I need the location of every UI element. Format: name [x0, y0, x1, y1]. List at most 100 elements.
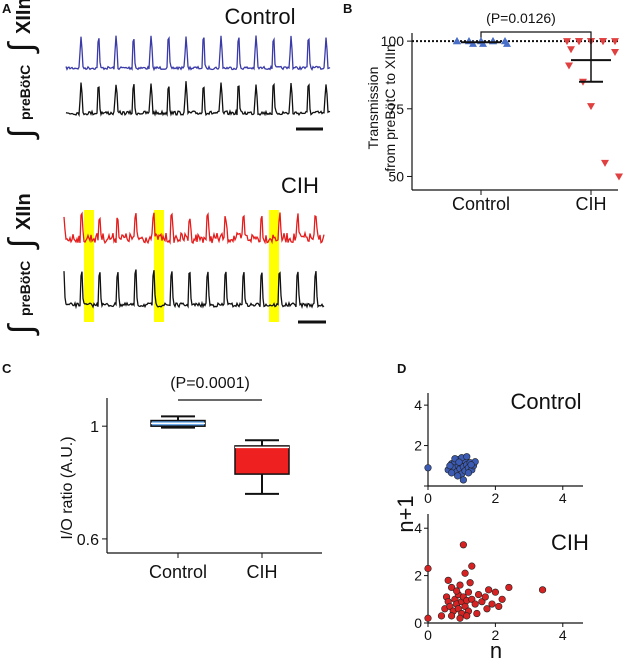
cih-prebotc-label: preBötC: [17, 261, 33, 316]
cih-highlight-bar: [154, 210, 164, 322]
panel-d-control-point: [446, 462, 454, 470]
panel-b-y-tick-label: 100: [381, 33, 405, 49]
panel-b-control-point: [453, 37, 461, 45]
panel-d-cih-point: [444, 576, 452, 584]
panel-b-p-value: (P=0.0126): [486, 10, 556, 26]
panel-d-cih-point: [468, 562, 476, 570]
panel-d-label: D: [397, 361, 406, 376]
panel-d-cih-point: [495, 602, 503, 611]
panel-d-cih-point: [447, 583, 456, 592]
panel-a-cih-title: CIH: [281, 173, 319, 198]
panel-b-cih-point: [601, 159, 609, 167]
panel-d-cih-point: [466, 579, 474, 587]
panel-d-cih-y-tick-label: 4: [414, 520, 422, 536]
panel-d-control-point: [454, 472, 462, 480]
panel-d-control-x-tick-label: 0: [424, 490, 432, 506]
panel-a-label: A: [2, 1, 12, 16]
panel-d-cih-y-tick-label: 0: [414, 615, 422, 631]
panel-c-p-value: (P=0.0001): [170, 375, 250, 392]
panel-d-cih-point: [498, 595, 506, 603]
panel-c-chart: 0.6 1 Control CIH: [77, 398, 322, 582]
panel-d-control-point: [455, 458, 463, 466]
panel-d-control-point: [459, 476, 467, 484]
panel-b-cih-point: [563, 38, 571, 46]
panel-d-cih-point: [491, 588, 499, 596]
panel-d-cih-point: [463, 612, 471, 620]
panel-d-cih-x-tick-label: 4: [559, 627, 567, 643]
panel-b-cih-point: [567, 46, 575, 54]
panel-d-control-point: [463, 453, 471, 461]
panel-c-x-tick-label: Control: [149, 562, 207, 582]
panel-d-cih-y-tick-label: 2: [414, 568, 422, 584]
panel-d-cih-point: [437, 612, 446, 620]
panel-d-cih-point: [456, 614, 464, 622]
panel-d-cih-x-tick-label: 2: [491, 627, 499, 643]
panel-d-cih-point: [505, 583, 513, 592]
panel-d-cih-point: [453, 587, 461, 595]
integral-symbol: ∫: [2, 237, 40, 250]
panel-b-cih-point: [587, 103, 595, 111]
panel-b-significance-bracket: [480, 31, 592, 38]
cih-xiin-label: XIIn: [13, 193, 35, 230]
panel-d-cih-point: [488, 600, 496, 608]
panel-b-control-point: [501, 37, 509, 45]
panel-c-ylabel: I/O ratio (A.U.): [59, 436, 76, 539]
panel-b-cih-point: [599, 38, 607, 46]
panel-b-ylabel-line1: Transmission: [365, 67, 381, 150]
panel-d-cih-point: [461, 569, 469, 577]
integral-symbol: ∫: [2, 41, 40, 54]
panel-d-control-x-tick-label: 2: [491, 490, 499, 506]
panel-d-cih-point: [485, 586, 493, 594]
panel-d-control-x-tick-label: 4: [559, 490, 567, 506]
panel-d-cih-point: [456, 581, 464, 589]
panel-d-control-y-tick-label: 2: [414, 438, 422, 454]
panel-b-cih-point: [611, 48, 619, 56]
panel-d-cih-point: [538, 586, 547, 594]
integral-symbol: ∫: [2, 323, 40, 336]
panel-b-label: B: [343, 1, 352, 16]
panel-b-cih-point: [611, 38, 619, 46]
panel-c-cih-box: [234, 445, 290, 475]
cih-prebotc-trace: [63, 269, 325, 310]
control-prebotc-trace: [65, 81, 331, 118]
panel-a-control-title: Control: [225, 4, 296, 29]
control-trace-labels: ∫ preBötC ∫ XIIn: [2, 0, 40, 140]
panel-d-cih-title: CIH: [551, 530, 589, 555]
panel-d-control-point: [447, 469, 456, 477]
panel-d-control-point: [464, 469, 473, 477]
panel-d-xlabel: n: [490, 638, 502, 661]
panel-c-y-tick-label: 1: [90, 419, 99, 436]
cih-highlight-bars: [84, 210, 279, 322]
panel-b-chart: 50 75 100 Control CIH: [381, 31, 623, 214]
panel-b-y-tick-label: 75: [388, 101, 404, 117]
panel-d-cih-point: [424, 614, 432, 622]
panel-c-y-tick-label: 0.6: [77, 532, 99, 549]
panel-b-cih-point: [575, 38, 583, 46]
panel-b-x-tick-label: CIH: [576, 194, 607, 214]
panel-d-cih-point: [459, 541, 467, 549]
panel-d-control-title: Control: [511, 389, 582, 414]
panel-d-control-point: [424, 464, 432, 472]
cih-highlight-bar: [269, 210, 279, 322]
panel-d-cih-point: [483, 605, 491, 613]
cih-highlight-bar: [84, 210, 94, 322]
control-xiin-label: XIIn: [13, 0, 35, 34]
panel-c-label: C: [2, 361, 12, 376]
panel-d-cih-point: [424, 564, 432, 573]
panel-b-cih-point: [565, 62, 573, 70]
panel-d-control-point: [467, 461, 475, 469]
panel-c-x-tick-label: CIH: [247, 562, 278, 582]
panel-b-x-tick-label: Control: [452, 194, 510, 214]
panel-b-ylabel-line2: from preBötC to XIIn: [382, 44, 398, 172]
integral-symbol: ∫: [2, 127, 40, 140]
control-prebotc-label: preBötC: [17, 65, 33, 120]
panel-b-cih-point: [615, 173, 623, 181]
panel-d-cih-point: [471, 600, 479, 608]
panel-d-cih-point: [473, 609, 481, 618]
panel-b-control-point: [469, 39, 477, 47]
panel-b-ylabel: Transmission from preBötC to XIIn: [365, 44, 398, 172]
panel-d-control-y-tick-label: 4: [414, 397, 422, 413]
panel-d-cih-point: [474, 590, 483, 599]
